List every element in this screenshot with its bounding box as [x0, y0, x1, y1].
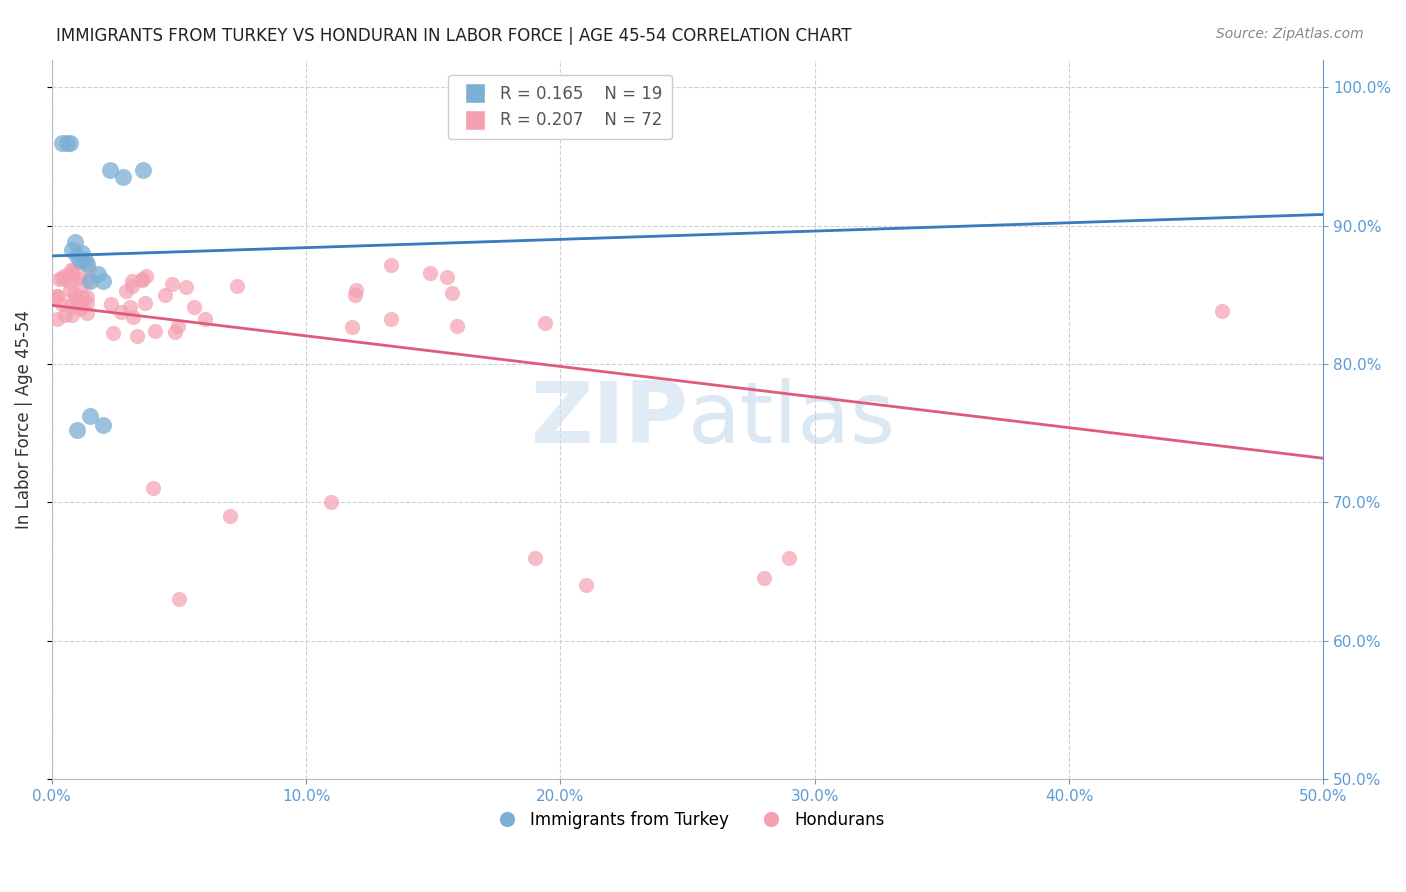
Point	[111, 170, 134, 185]
Point	[183, 300, 205, 314]
Point	[51, 136, 73, 150]
Point	[45, 288, 67, 302]
Point	[218, 509, 240, 524]
Point	[344, 283, 367, 297]
Point	[77, 262, 100, 277]
Point	[44, 293, 66, 307]
Legend: Immigrants from Turkey, Hondurans: Immigrants from Turkey, Hondurans	[484, 804, 891, 835]
Point	[135, 268, 157, 283]
Point	[62, 263, 84, 277]
Point	[98, 163, 121, 178]
Point	[48, 272, 70, 286]
Point	[63, 235, 86, 250]
Point	[73, 253, 96, 268]
Point	[86, 267, 108, 281]
Point	[160, 277, 183, 291]
Point	[52, 268, 75, 283]
Point	[380, 258, 402, 272]
Point	[163, 326, 186, 340]
Point	[76, 257, 98, 271]
Point	[142, 482, 165, 496]
Point	[66, 423, 89, 437]
Point	[77, 272, 100, 286]
Point	[56, 136, 79, 150]
Point	[76, 290, 98, 304]
Point	[72, 246, 94, 260]
Point	[53, 308, 76, 322]
Point	[1211, 304, 1233, 318]
Point	[441, 285, 464, 300]
Point	[72, 290, 94, 304]
Point	[523, 550, 546, 565]
Point	[145, 325, 167, 339]
Point	[194, 311, 217, 326]
Point	[59, 283, 82, 297]
Point	[100, 297, 122, 311]
Point	[70, 278, 93, 293]
Point	[58, 136, 80, 150]
Point	[121, 310, 143, 325]
Point	[51, 271, 73, 285]
Point	[1362, 301, 1385, 316]
Point	[174, 279, 197, 293]
Point	[166, 319, 188, 334]
Point	[436, 269, 458, 284]
Point	[79, 274, 101, 288]
Point	[533, 317, 555, 331]
Point	[69, 302, 91, 317]
Point	[121, 274, 143, 288]
Point	[91, 274, 114, 288]
Point	[575, 578, 598, 592]
Point	[446, 319, 468, 334]
Point	[752, 571, 775, 585]
Point	[65, 291, 87, 305]
Point	[70, 298, 93, 312]
Text: Source: ZipAtlas.com: Source: ZipAtlas.com	[1216, 27, 1364, 41]
Point	[60, 268, 83, 283]
Point	[778, 550, 800, 565]
Point	[76, 296, 98, 310]
Point	[66, 249, 89, 263]
Point	[380, 312, 402, 326]
Point	[110, 304, 132, 318]
Point	[63, 286, 86, 301]
Point	[103, 326, 125, 341]
Point	[59, 263, 82, 277]
Point	[419, 266, 441, 280]
Point	[343, 288, 366, 302]
Point	[114, 284, 136, 298]
Point	[60, 308, 83, 322]
Point	[167, 592, 190, 607]
Text: IMMIGRANTS FROM TURKEY VS HONDURAN IN LABOR FORCE | AGE 45-54 CORRELATION CHART: IMMIGRANTS FROM TURKEY VS HONDURAN IN LA…	[56, 27, 852, 45]
Point	[67, 271, 90, 285]
Point	[131, 273, 153, 287]
Point	[131, 272, 153, 286]
Point	[132, 163, 155, 178]
Point	[79, 409, 101, 424]
Point	[91, 417, 114, 432]
Point	[60, 244, 83, 258]
Text: atlas: atlas	[688, 377, 896, 461]
Point	[56, 274, 79, 288]
Point	[69, 253, 91, 268]
Point	[226, 279, 249, 293]
Point	[120, 300, 142, 314]
Point	[121, 279, 143, 293]
Y-axis label: In Labor Force | Age 45-54: In Labor Force | Age 45-54	[15, 310, 32, 529]
Point	[67, 298, 90, 312]
Point	[340, 319, 363, 334]
Point	[51, 297, 73, 311]
Point	[59, 299, 82, 313]
Point	[62, 266, 84, 280]
Point	[321, 495, 343, 509]
Point	[134, 296, 156, 310]
Text: ZIP: ZIP	[530, 377, 688, 461]
Point	[45, 289, 67, 303]
Point	[46, 312, 69, 326]
Point	[153, 287, 176, 301]
Point	[76, 306, 98, 320]
Point	[127, 328, 149, 343]
